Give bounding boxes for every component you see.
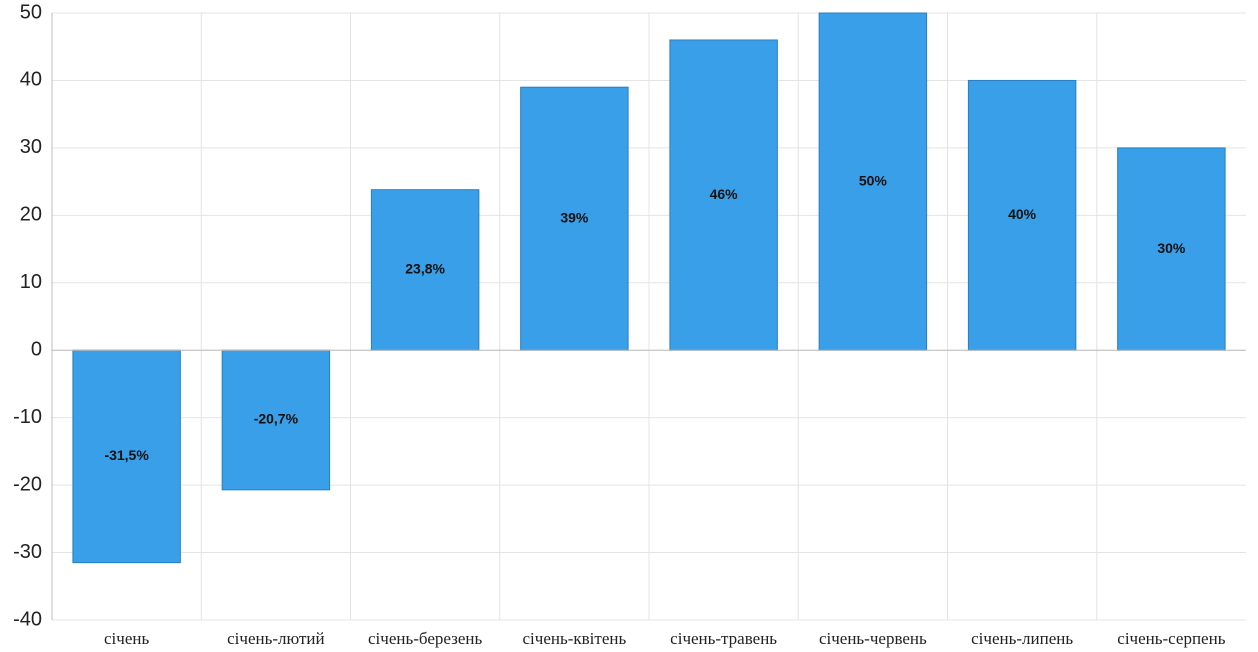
x-tick-label: січень-травень (670, 629, 777, 648)
x-tick-label: січень-серпень (1117, 629, 1225, 648)
y-tick-label: 40 (20, 69, 42, 91)
bar (370, 189, 480, 351)
bar-data-label: 40% (1008, 206, 1037, 222)
axes: -40 -30 -20 -10 0 10 20 30 40 50 січень січень-люти… (13, 1, 1246, 648)
bar-data-label: 30% (1157, 240, 1186, 256)
x-tick-label: січень-квітень (523, 629, 627, 648)
bar-data-label: 39% (560, 209, 589, 225)
bar (1117, 147, 1226, 351)
x-tick-label: січень-червень (819, 629, 927, 648)
bar (669, 39, 778, 351)
bar-data-label: -31,5% (104, 447, 149, 463)
bar-data-label: 46% (710, 186, 739, 202)
x-tick-label: січень-лютий (227, 629, 324, 648)
bar (221, 349, 331, 491)
bar (818, 12, 928, 351)
data-labels: -31,5% -20,7% 23,8% 39% 46% 50% 40% 30% (104, 172, 1185, 463)
x-tick-label: січень-липень (971, 629, 1073, 648)
y-tick-label: -20 (13, 473, 42, 495)
bar-data-label: 50% (859, 172, 888, 188)
bar (72, 349, 181, 564)
bar-data-label: -20,7% (254, 411, 299, 427)
y-tick-label: 50 (20, 1, 42, 23)
bars (72, 12, 1226, 564)
x-tick-label: січень-березень (368, 629, 482, 648)
x-tick-label: січень (104, 629, 149, 648)
y-tick-label: 30 (20, 136, 42, 158)
bar (967, 79, 1077, 351)
y-tick-label: -40 (13, 608, 42, 630)
y-tick-label: -10 (13, 406, 42, 428)
y-tick-label: 10 (20, 271, 42, 293)
bar (520, 86, 629, 351)
y-tick-label: 0 (31, 339, 42, 361)
bar-data-label: 23,8% (405, 261, 445, 277)
y-tick-label: -30 (13, 541, 42, 563)
y-tick-label: 20 (20, 204, 42, 226)
